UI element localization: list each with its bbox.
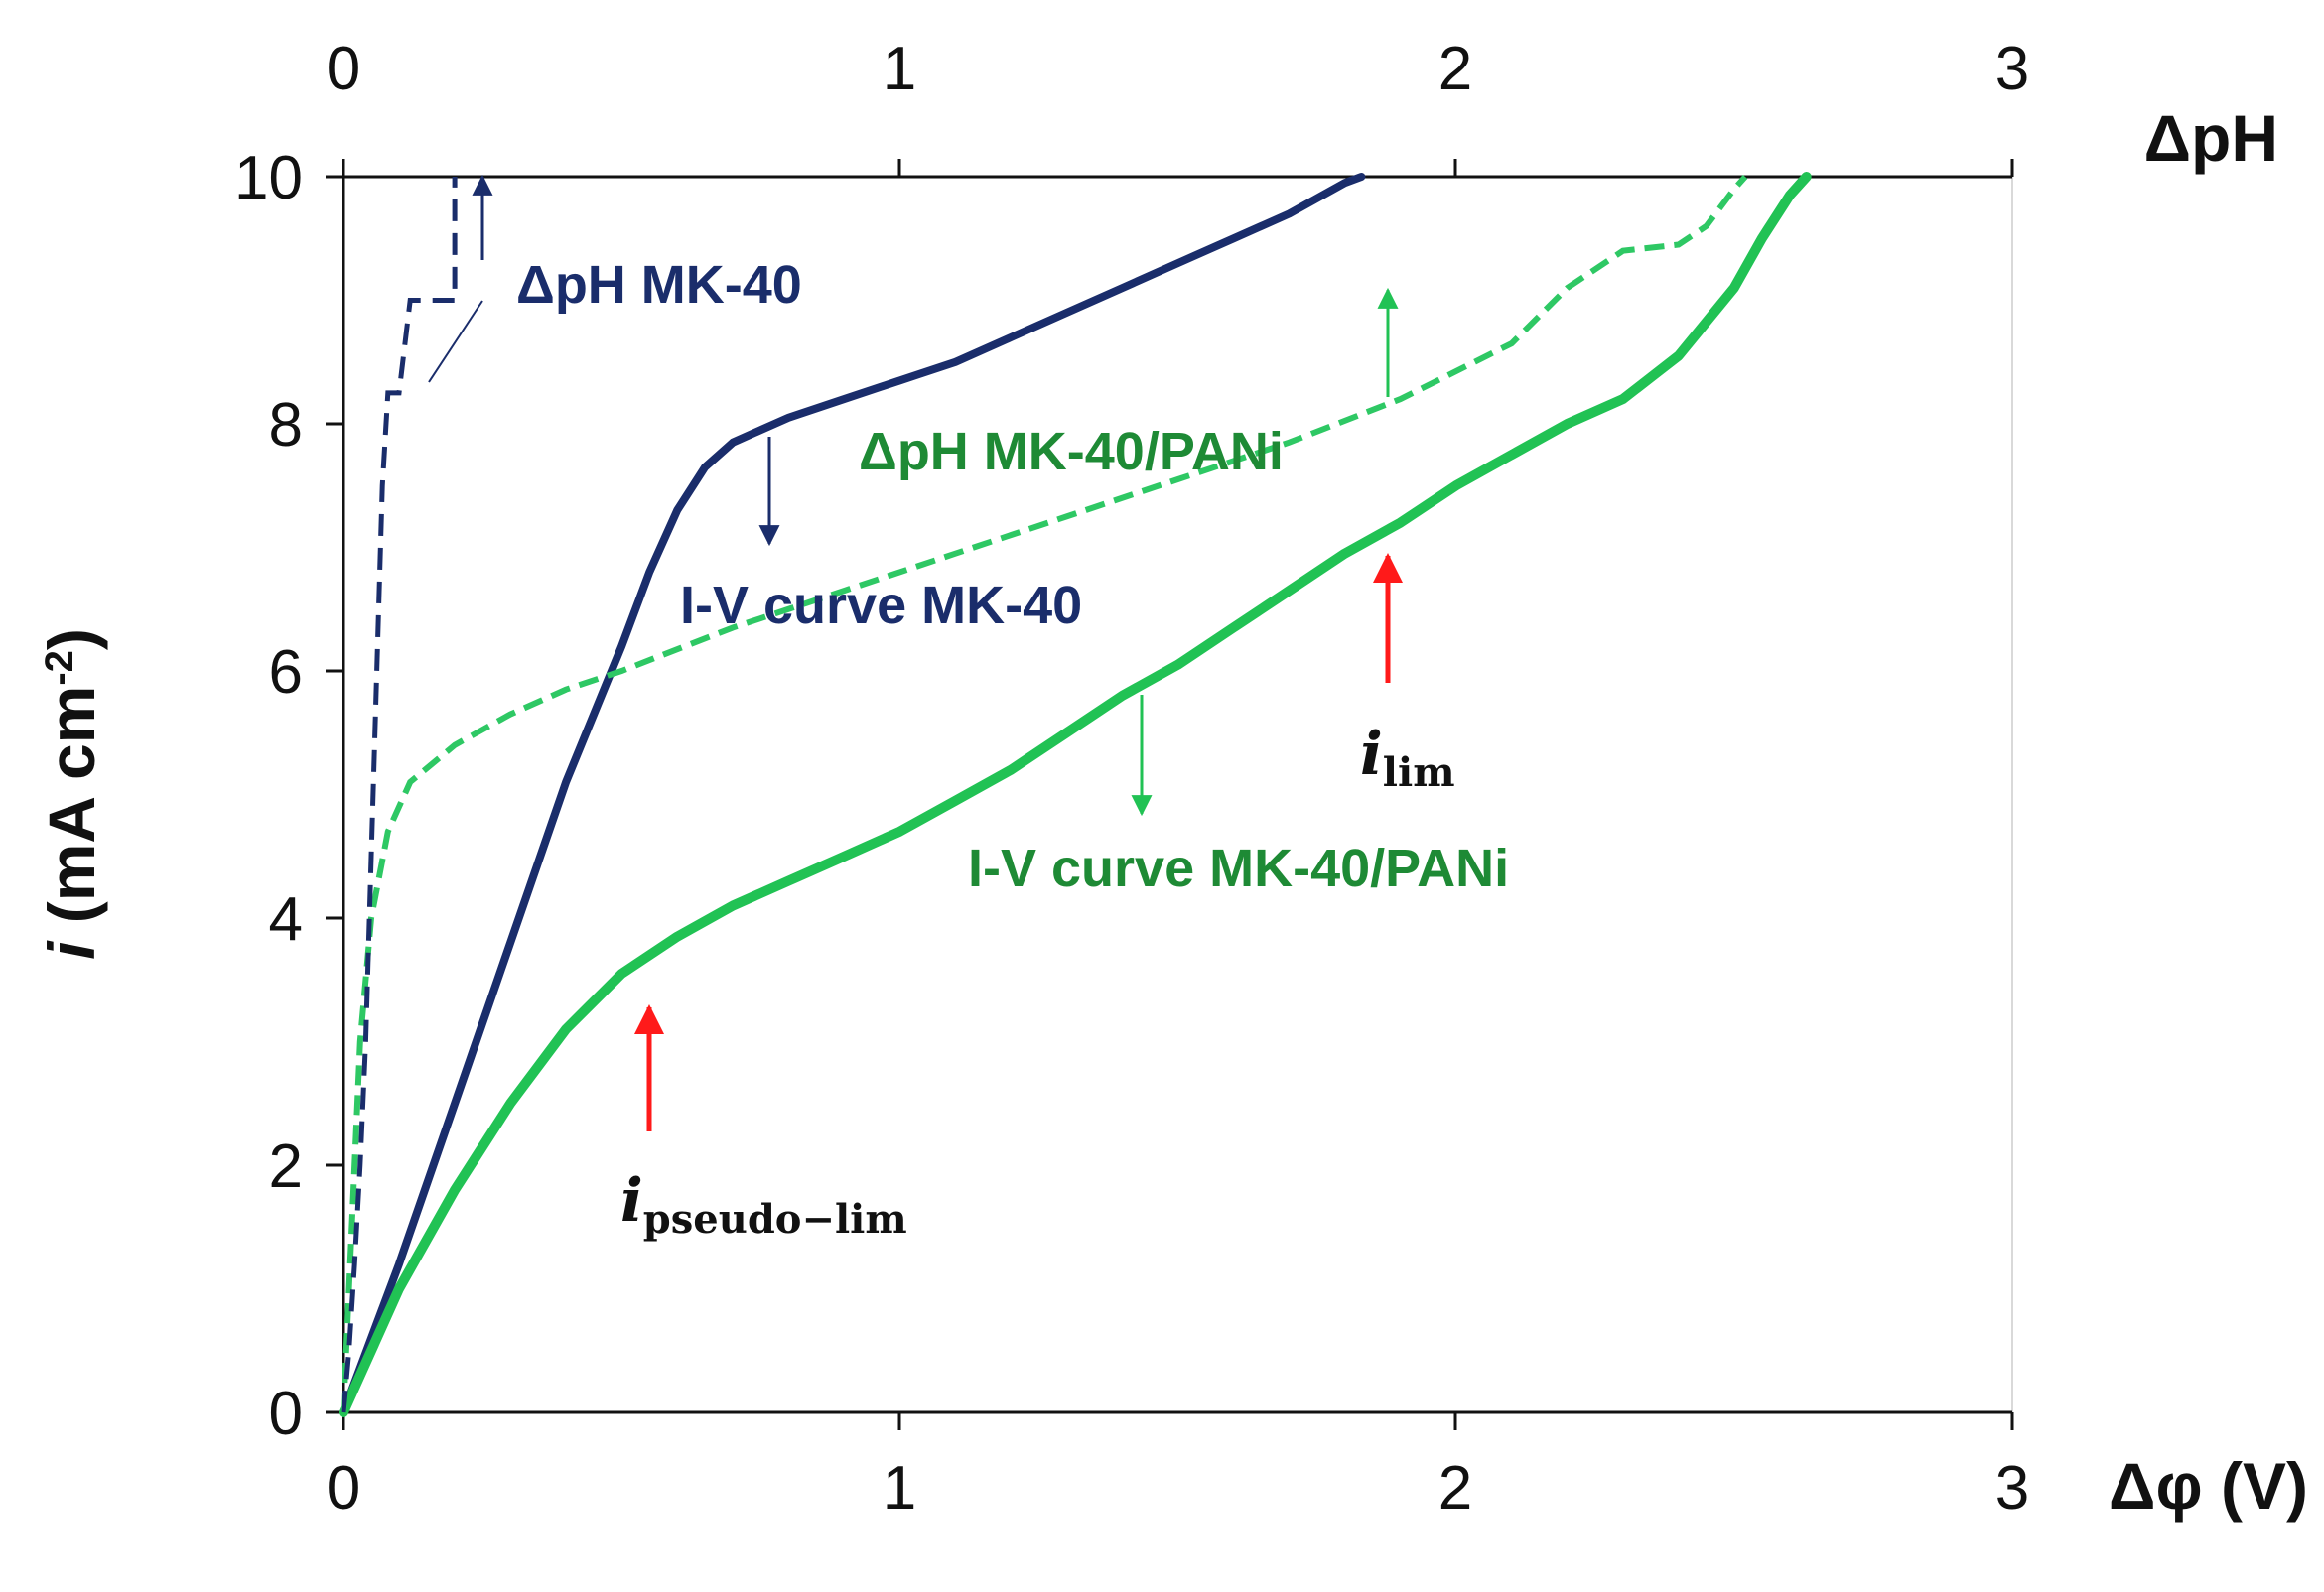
label-iv-mk40-pani: I-V curve MK-40/PANi: [968, 839, 1509, 898]
label-ipseudo-lim: ipseudo−lim: [620, 1166, 907, 1243]
x2-tick-label-2: 2: [1438, 35, 1472, 103]
plot-frame: [342, 176, 2013, 1413]
x-axis-title: Δφ (V): [2109, 1449, 2308, 1523]
x-tick-label-0: 0: [327, 1454, 360, 1523]
leader-dph-mk40: [428, 300, 483, 383]
label-dph-mk40-pani: ΔpH MK-40/PANi: [859, 422, 1284, 481]
series-iv-curve-mk40-pani: [339, 172, 1812, 1417]
y-tick-label-10: 10: [234, 144, 303, 212]
x2-tick-label-3: 3: [1995, 35, 2029, 103]
label-ilim: ilim: [1360, 720, 1455, 796]
y-tick-label-8: 8: [269, 391, 303, 460]
series-dph-mk40: [341, 177, 458, 1413]
y-tick-label-6: 6: [269, 638, 303, 707]
x-tick-marks: [342, 1412, 2014, 1430]
y-tick-label-2: 2: [269, 1132, 303, 1201]
series-iv-curve-mk40: [340, 173, 1366, 1416]
x2-axis-title: ΔpH: [2144, 101, 2278, 175]
x2-tick-marks: [342, 159, 2014, 177]
x2-tick-label-1: 1: [883, 35, 916, 103]
y-axis-title: i (mA cm-2): [35, 628, 108, 960]
y-tick-label-4: 4: [269, 885, 303, 954]
label-dph-mk40: ΔpH MK-40: [516, 255, 802, 315]
label-iv-mk40: I-V curve MK-40: [680, 576, 1082, 635]
x-tick-label-3: 3: [1995, 1454, 2029, 1523]
x-tick-label-2: 2: [1438, 1454, 1472, 1523]
x2-tick-label-0: 0: [327, 35, 360, 103]
x-tick-label-1: 1: [883, 1454, 916, 1523]
y-tick-marks: [326, 175, 343, 1414]
y-tick-label-0: 0: [269, 1380, 303, 1448]
series-dph-mk40-pani: [341, 174, 1748, 1413]
